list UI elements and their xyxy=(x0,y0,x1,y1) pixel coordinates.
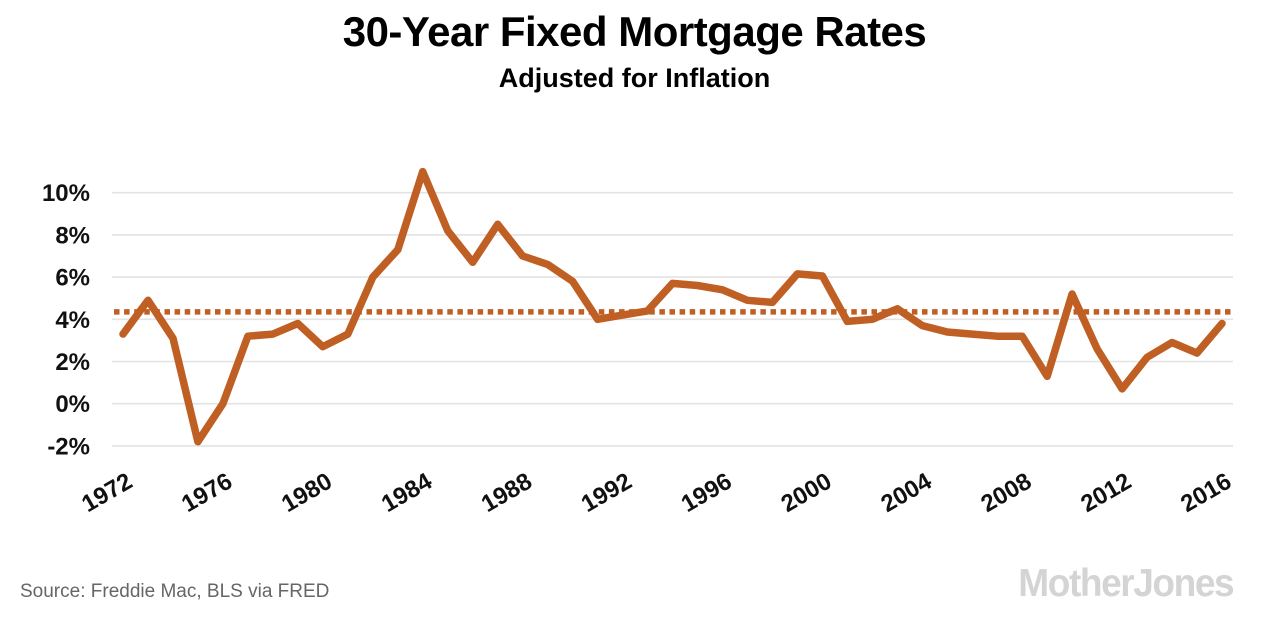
x-tick-label: 1992 xyxy=(577,468,637,518)
y-tick-label: 8% xyxy=(55,222,90,249)
y-tick-label: 6% xyxy=(55,265,90,292)
x-tick-label: 2008 xyxy=(976,468,1036,518)
y-tick-label: -2% xyxy=(47,433,90,460)
x-tick-label: 2000 xyxy=(777,468,837,518)
y-tick-label: 4% xyxy=(55,307,90,334)
chart-title: 30-Year Fixed Mortgage Rates xyxy=(342,8,927,55)
chart-subtitle: Adjusted for Inflation xyxy=(498,63,771,93)
x-tick-label: 2016 xyxy=(1176,468,1236,518)
x-tick-label: 2004 xyxy=(877,467,937,517)
source-note: Source: Freddie Mac, BLS via FRED xyxy=(20,581,330,602)
x-tick-label: 1996 xyxy=(677,468,737,518)
x-tick-label: 2012 xyxy=(1076,468,1136,518)
x-tick-label: 1988 xyxy=(477,468,537,518)
y-tick-label: 0% xyxy=(55,391,90,418)
y-tick-label: 10% xyxy=(42,180,90,207)
mortgage-rate-line xyxy=(119,167,1226,446)
x-tick-label: 1980 xyxy=(277,468,337,518)
x-tick-label: 1984 xyxy=(377,467,437,517)
x-tick-label: 1972 xyxy=(77,468,137,518)
mother-jones-logo: MotherJones xyxy=(1018,562,1234,605)
x-tick-label: 1976 xyxy=(177,468,237,518)
y-tick-label: 2% xyxy=(55,349,90,376)
